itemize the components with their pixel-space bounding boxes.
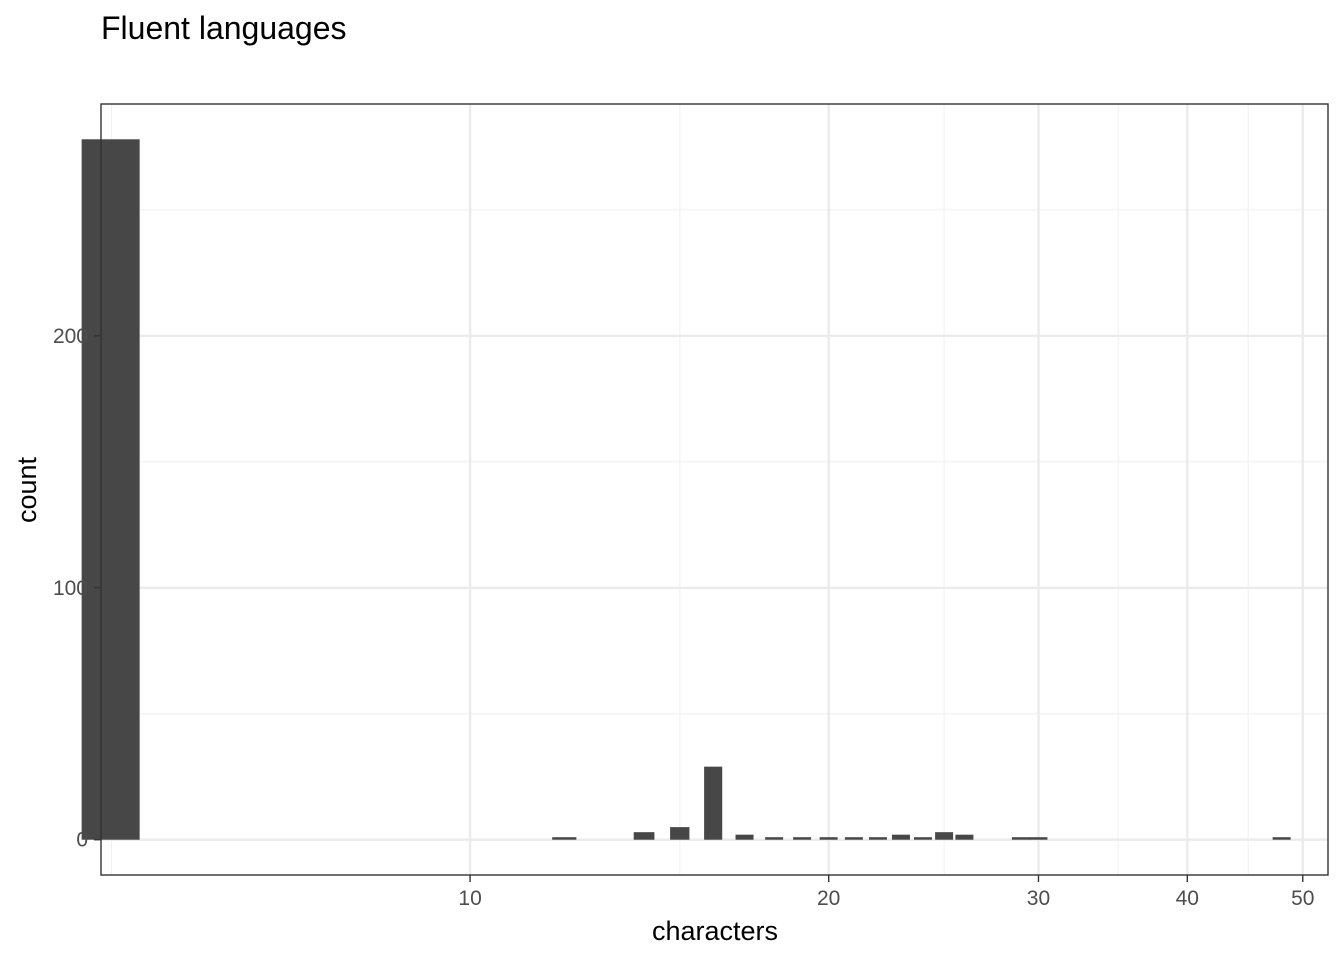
histogram-bar xyxy=(1272,837,1291,840)
y-tick-label: 100 xyxy=(53,577,88,600)
histogram-bar xyxy=(735,834,754,840)
x-tick-label: 30 xyxy=(1027,887,1050,910)
histogram-bar xyxy=(891,834,910,840)
y-tick-label: 200 xyxy=(53,325,88,348)
y-tick-label: 0 xyxy=(76,829,88,852)
histogram-bar xyxy=(913,837,932,840)
histogram-bar xyxy=(1029,837,1048,840)
histogram-bar xyxy=(819,837,838,840)
histogram-bar xyxy=(844,837,863,840)
histogram-bar xyxy=(935,832,954,840)
x-axis: 10 20 30 40 50 xyxy=(458,875,1314,910)
y-axis-title: count xyxy=(12,456,42,523)
panel-border xyxy=(100,103,1329,876)
histogram-bar xyxy=(1011,837,1030,840)
histogram-bar xyxy=(793,837,812,840)
grid-lines xyxy=(101,104,1328,875)
histogram-bar xyxy=(704,766,723,840)
histogram-bar xyxy=(552,837,577,840)
x-tick-label: 40 xyxy=(1176,887,1199,910)
y-axis: 0 100 200 xyxy=(53,325,101,852)
histogram-bar xyxy=(81,139,140,840)
x-tick-label: 10 xyxy=(458,887,481,910)
histogram-bar xyxy=(955,834,974,840)
x-axis-title: characters xyxy=(652,916,778,946)
histogram-bar xyxy=(670,827,690,840)
x-tick-label: 50 xyxy=(1291,887,1314,910)
chart-title: Fluent languages xyxy=(101,10,347,46)
histogram-bar xyxy=(868,837,887,840)
x-tick-label: 20 xyxy=(817,887,840,910)
histogram-bar xyxy=(633,832,655,840)
histogram-bar xyxy=(765,837,784,840)
bars xyxy=(81,139,1291,840)
